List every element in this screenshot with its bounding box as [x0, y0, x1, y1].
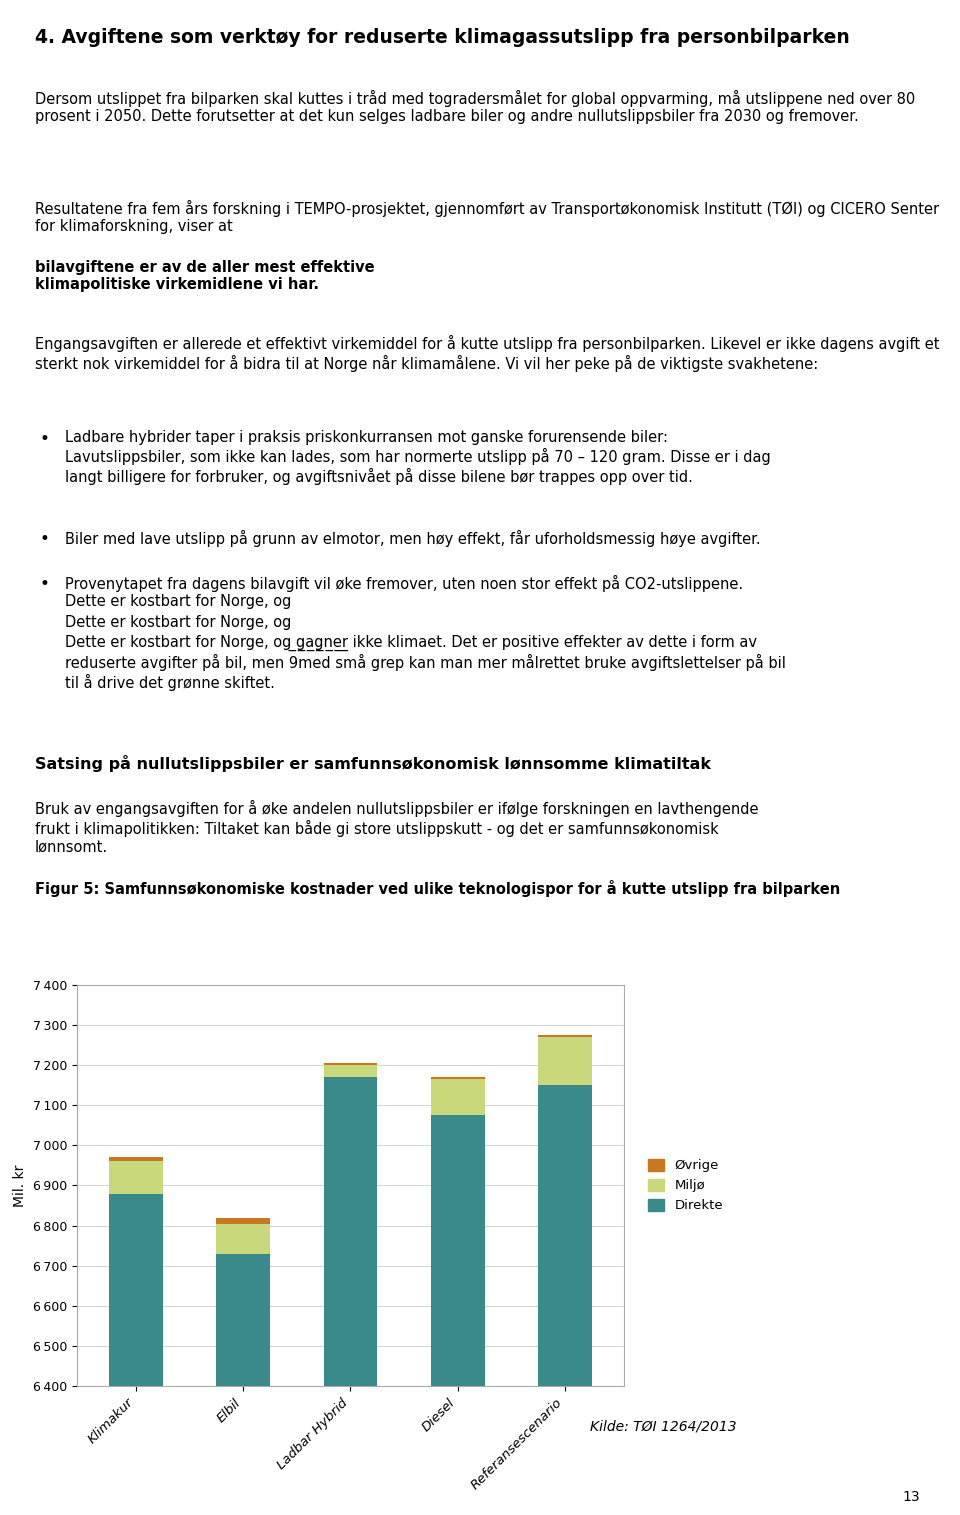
Bar	[431, 1077, 485, 1079]
Text: 4. Avgiftene som verktøy for reduserte klimagassutslipp fra personbilparken: 4. Avgiftene som verktøy for reduserte k…	[35, 27, 850, 47]
Text: Dette er kostbart for Norge, og ̲g̲a̲g̲n̲e̲r̲ ikke klimaet. Det er positive effe: Dette er kostbart for Norge, og ̲g̲a̲g̲n…	[65, 635, 786, 691]
Y-axis label: Mil. kr: Mil. kr	[13, 1165, 27, 1206]
Legend: Øvrige, Miljø, Direkte: Øvrige, Miljø, Direkte	[641, 1153, 730, 1218]
Bar	[431, 1115, 485, 1386]
Bar	[539, 1085, 591, 1386]
Text: Bruk av engangsavgiften for å øke andelen nullutslippsbiler er ifølge forskninge: Bruk av engangsavgiften for å øke andele…	[35, 800, 758, 854]
Text: Dette er kostbart for Norge, og: Dette er kostbart for Norge, og	[65, 615, 296, 630]
Text: Figur 5: Samfunnsøkonomiske kostnader ved ulike teknologispor for å kutte utslip: Figur 5: Samfunnsøkonomiske kostnader ve…	[35, 880, 840, 897]
Bar	[539, 1035, 591, 1036]
Text: Resultatene fra fem års forskning i TEMPO-prosjektet, gjennomført av Transportøk: Resultatene fra fem års forskning i TEMP…	[35, 200, 939, 235]
Bar	[216, 1218, 270, 1224]
Text: Ladbare hybrider taper i praksis priskonkurransen mot ganske forurensende biler:: Ladbare hybrider taper i praksis priskon…	[65, 430, 771, 485]
Bar	[109, 1194, 162, 1386]
Bar	[109, 1157, 162, 1162]
Text: Provenytapet fra dagens bilavgift vil øke fremover, uten noen stor effekt på CO2: Provenytapet fra dagens bilavgift vil øk…	[65, 576, 743, 609]
Text: bilavgiftene er av de aller mest effektive
klimapolitiske virkemidlene vi har.: bilavgiftene er av de aller mest effekti…	[35, 261, 374, 292]
Bar	[216, 1254, 270, 1386]
Text: Dersom utslippet fra bilparken skal kuttes i tråd med togradersmålet for global : Dersom utslippet fra bilparken skal kutt…	[35, 89, 915, 124]
Text: •: •	[40, 530, 50, 548]
Text: •: •	[40, 576, 50, 592]
Text: 13: 13	[902, 1489, 920, 1504]
Bar	[324, 1077, 377, 1386]
Text: Engangsavgiften er allerede et effektivt virkemiddel for å kutte utslipp fra per: Engangsavgiften er allerede et effektivt…	[35, 335, 940, 371]
Bar	[216, 1224, 270, 1254]
Bar	[109, 1162, 162, 1194]
Bar	[539, 1036, 591, 1085]
Text: •: •	[40, 430, 50, 448]
Bar	[324, 1065, 377, 1077]
Text: Biler med lave utslipp på grunn av elmotor, men høy effekt, får uforholdsmessig : Biler med lave utslipp på grunn av elmot…	[65, 530, 760, 547]
Text: Kilde: TØI 1264/2013: Kilde: TØI 1264/2013	[590, 1420, 736, 1435]
Bar	[431, 1079, 485, 1115]
Text: Satsing på nullutslippsbiler er samfunnsøkonomisk lønnsomme klimatiltak: Satsing på nullutslippsbiler er samfunns…	[35, 754, 711, 773]
Bar	[324, 1064, 377, 1065]
